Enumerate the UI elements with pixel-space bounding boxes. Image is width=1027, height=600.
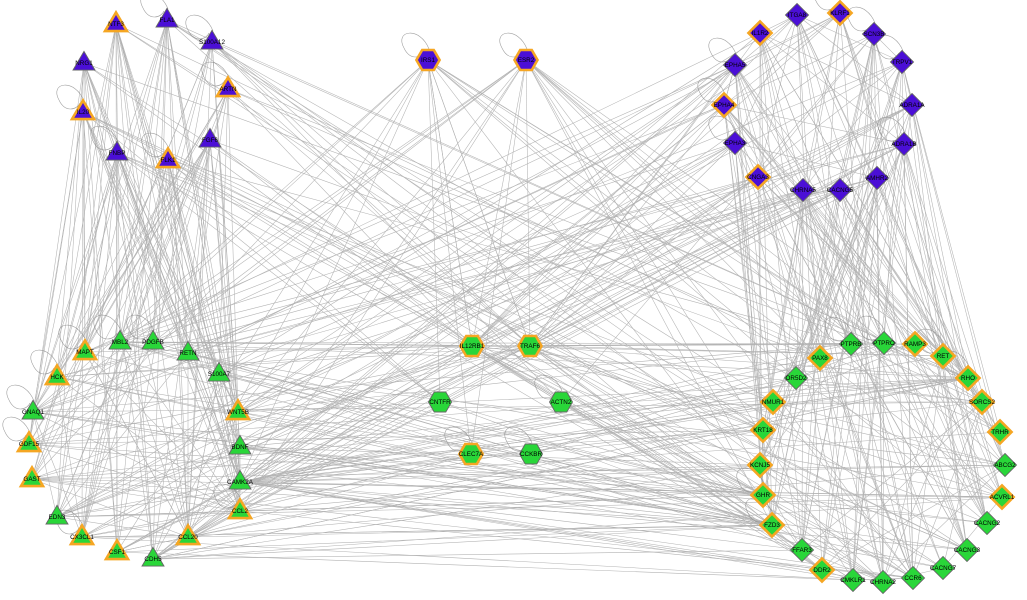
svg-text:EPHA5: EPHA5 [725, 62, 746, 69]
svg-text:SCN3B: SCN3B [864, 31, 885, 38]
svg-text:RAMP3: RAMP3 [904, 341, 926, 348]
svg-text:FGF6: FGF6 [202, 137, 219, 144]
svg-text:CNTFR: CNTFR [429, 399, 451, 406]
svg-text:WNT5B: WNT5B [227, 409, 249, 416]
svg-text:TRHR: TRHR [991, 429, 1009, 436]
svg-text:PDGFB: PDGFB [142, 339, 164, 346]
svg-text:S100A12: S100A12 [199, 39, 225, 46]
svg-text:GHR: GHR [756, 492, 770, 499]
svg-text:CACNG3: CACNG3 [954, 547, 981, 554]
svg-text:FLK1: FLK1 [160, 157, 176, 164]
svg-text:RETN: RETN [179, 350, 197, 357]
svg-text:CSF1: CSF1 [109, 549, 126, 556]
svg-text:GAST: GAST [23, 476, 40, 483]
svg-text:FFAR3: FFAR3 [792, 547, 812, 554]
svg-text:S100A7: S100A7 [208, 371, 231, 378]
svg-text:RHO: RHO [961, 375, 975, 382]
svg-text:MBL2: MBL2 [112, 339, 129, 346]
svg-text:CACNG7: CACNG7 [930, 565, 957, 572]
svg-text:FZD3: FZD3 [764, 522, 780, 529]
svg-text:EDN3: EDN3 [49, 514, 66, 521]
svg-text:ABCG2: ABCG2 [994, 462, 1016, 469]
svg-text:ACVRL1: ACVRL1 [990, 494, 1015, 501]
svg-text:HCK: HCK [50, 374, 64, 381]
svg-text:ADRA1B: ADRA1B [891, 141, 916, 148]
svg-text:NMUR1: NMUR1 [762, 399, 785, 406]
svg-text:MAPT: MAPT [76, 349, 94, 356]
svg-text:CX3CL1: CX3CL1 [70, 534, 94, 541]
svg-text:CCKBR: CCKBR [520, 451, 542, 458]
svg-text:CMKLR1: CMKLR1 [840, 577, 866, 584]
svg-text:ADRA1A: ADRA1A [899, 102, 925, 109]
svg-text:PTPRO: PTPRO [873, 340, 895, 347]
svg-text:PTPRB: PTPRB [841, 341, 862, 348]
svg-text:RET: RET [937, 353, 950, 360]
svg-text:CHRNA5: CHRNA5 [790, 187, 816, 194]
svg-text:IL20: IL20 [77, 109, 90, 116]
svg-text:KLRF1: KLRF1 [830, 10, 850, 17]
svg-text:DDR2: DDR2 [813, 567, 831, 574]
svg-text:CHRNA2: CHRNA2 [870, 579, 896, 586]
svg-text:BDNF: BDNF [231, 444, 248, 451]
svg-text:NTF3: NTF3 [108, 21, 124, 28]
svg-text:FLA1: FLA1 [159, 17, 175, 24]
svg-text:KCNJ5: KCNJ5 [750, 462, 770, 469]
svg-text:ACTN2: ACTN2 [551, 399, 572, 406]
svg-text:FNBP: FNBP [109, 150, 126, 157]
svg-text:CCR6: CCR6 [904, 575, 922, 582]
svg-text:IL12RB1: IL12RB1 [460, 343, 485, 350]
svg-text:CACNG2: CACNG2 [974, 520, 1001, 527]
svg-text:CNGA3: CNGA3 [747, 174, 769, 181]
svg-text:IRS1: IRS1 [421, 57, 435, 64]
svg-text:CAMK2A: CAMK2A [227, 479, 254, 486]
svg-text:PAX8: PAX8 [812, 355, 828, 362]
svg-text:CDH5: CDH5 [144, 556, 162, 563]
svg-text:EPHA3: EPHA3 [725, 140, 746, 147]
svg-text:ARTN: ARTN [219, 86, 236, 93]
svg-text:AMHR2: AMHR2 [866, 175, 889, 182]
svg-text:KRT18: KRT18 [753, 427, 773, 434]
svg-text:ITGA8: ITGA8 [788, 12, 807, 19]
svg-text:GNAQ1: GNAQ1 [22, 409, 45, 416]
svg-text:ESR2: ESR2 [518, 57, 535, 64]
svg-text:CCL2: CCL2 [232, 508, 249, 515]
svg-text:CCL20: CCL20 [178, 534, 198, 541]
svg-text:IL1R2: IL1R2 [752, 30, 769, 37]
svg-text:OR5D2: OR5D2 [786, 375, 807, 382]
svg-text:SORCS2: SORCS2 [969, 399, 995, 406]
svg-text:TRAF6: TRAF6 [520, 343, 540, 350]
svg-text:GDF15: GDF15 [19, 441, 40, 448]
svg-text:CLEC7A: CLEC7A [459, 451, 484, 458]
svg-text:EPHA4: EPHA4 [714, 102, 735, 109]
svg-text:CACNG5: CACNG5 [827, 187, 854, 194]
svg-text:NRG1: NRG1 [75, 60, 93, 67]
svg-text:TRPV1: TRPV1 [892, 59, 913, 66]
